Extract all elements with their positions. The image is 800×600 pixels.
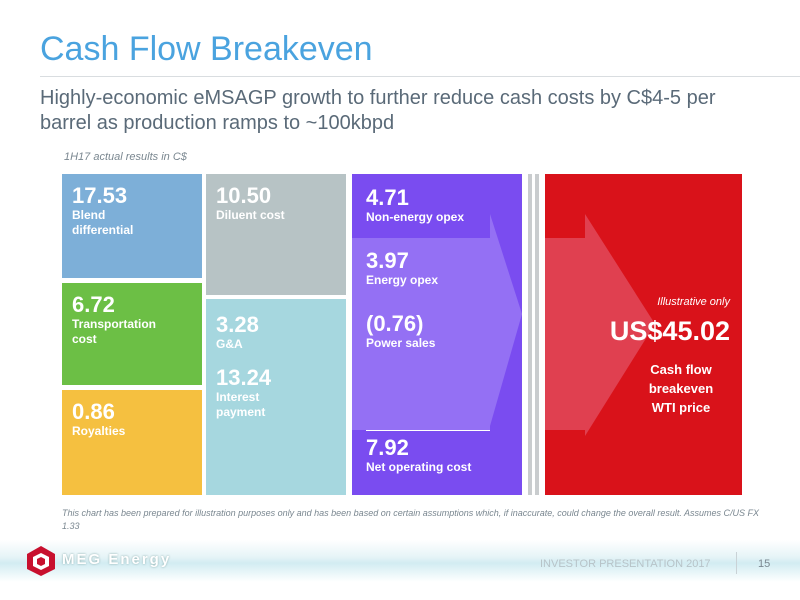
value: (0.76) [366,311,424,336]
opex-arrow [352,214,522,430]
value: 0.86 [72,399,115,424]
footer-band [0,540,800,582]
value: 13.24 [216,365,272,390]
tag: Illustrative only [657,296,730,308]
label: Transportation cost [72,317,157,346]
value: 3.97 [366,248,409,273]
subtitle: Highly-economic eMSAGP growth to further… [40,87,716,134]
separator [535,174,539,495]
presentation: INVESTOR PRESENTATION 2017 [540,558,711,570]
separator [528,174,532,495]
footer-divider [736,552,737,574]
result-panel: Illustrative only US$45.02 Cash flow bre… [545,174,742,495]
footnote: This chart has been prepared for illustr… [62,508,760,531]
opex-total: 7.92 Net operating cost [352,436,485,475]
label: G&A [216,337,243,351]
label: Interest payment [216,390,266,419]
label: Net operating cost [366,460,472,474]
box-transport: 6.72 Transportation cost [62,283,202,385]
result-label: Cash flow breakeven WTI price [648,362,714,415]
value: 6.72 [72,292,115,317]
label: Diluent cost [216,208,285,222]
value: 3.28 [216,312,259,337]
label: Power sales [366,336,436,350]
title: Cash Flow Breakeven [40,30,373,68]
page-number: 15 [758,558,771,570]
box-blend: 17.53 Blend differential [62,174,202,278]
opex-items: 4.71 Non-energy opex 3.97 Energy opex (0… [352,174,478,363]
result-arrow [545,214,655,436]
label: Blend differential [72,208,134,237]
box-royalties: 0.86 Royalties [62,390,202,495]
title-rule [40,76,800,77]
result-value: US$45.02 [609,316,730,346]
divider [366,430,490,431]
label: Energy opex [366,273,439,287]
value: 10.50 [216,183,272,208]
value: 4.71 [366,185,409,210]
logo-text: MEG Energy [62,551,172,568]
value: 7.92 [366,435,409,460]
label: Royalties [72,424,126,438]
opex-panel: 4.71 Non-energy opex 3.97 Energy opex (0… [352,174,522,495]
box-diluent: 10.50 Diluent cost [206,174,346,295]
note: 1H17 actual results in C$ [64,151,187,163]
label: Non-energy opex [366,210,465,224]
box-ga-interest: 3.28 G&A 13.24 Interest payment [206,299,346,495]
value: 17.53 [72,183,128,208]
logo-mark [27,546,55,576]
